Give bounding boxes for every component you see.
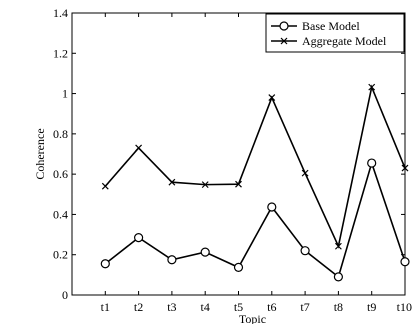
data-point	[333, 272, 343, 282]
x-tick-label: t9	[367, 300, 376, 314]
data-point	[233, 262, 244, 273]
data-point	[368, 83, 376, 91]
x-tick-label: t2	[134, 300, 143, 314]
data-point	[201, 181, 209, 189]
legend-marker	[280, 37, 288, 45]
y-tick-label: 0.4	[53, 207, 68, 221]
x-tick-label: t4	[201, 300, 210, 314]
x-axis-label: Topic	[239, 312, 266, 324]
plot-area	[71, 12, 406, 296]
y-tick-label: 1.4	[53, 6, 68, 20]
series-base-model	[100, 158, 410, 282]
legend-marker	[279, 21, 289, 31]
data-point	[334, 242, 342, 250]
data-point	[134, 232, 144, 243]
data-point	[135, 144, 143, 152]
y-axis-label: Coherence	[33, 128, 47, 179]
data-point	[267, 202, 277, 212]
x-tick-label: t5	[234, 300, 243, 314]
x-tick-label: t6	[267, 300, 276, 314]
data-point	[168, 178, 176, 186]
legend-entry: Base Model	[271, 19, 360, 33]
data-point	[200, 247, 210, 257]
legend-entry: Aggregate Model	[271, 34, 387, 48]
x-tick-label: t1	[101, 300, 110, 314]
data-point	[367, 158, 377, 168]
y-tick-label: 0	[62, 288, 68, 302]
legend-label: Aggregate Model	[302, 34, 387, 48]
data-point	[235, 180, 242, 188]
x-axis-ticks: t1 t2 t3 t4 t5 t6 t7 t8 t9 t10	[101, 13, 412, 314]
x-tick-label: t10	[397, 300, 412, 314]
data-point	[401, 164, 409, 172]
x-tick-label: t3	[167, 300, 176, 314]
y-tick-label: 0.2	[53, 248, 68, 262]
y-axis-ticks: 0 0.2 0.4 0.6 0.8 1 1.2 1.4	[53, 6, 405, 302]
data-point	[301, 169, 309, 177]
series-aggregate-model	[101, 83, 409, 250]
data-point	[400, 257, 410, 267]
series-line	[104, 160, 406, 279]
data-point	[101, 182, 109, 190]
data-point	[167, 255, 177, 265]
series-layer	[100, 83, 410, 282]
data-point	[100, 259, 110, 269]
y-tick-label: 0.8	[53, 127, 68, 141]
data-point	[268, 94, 276, 102]
x-tick-label: t8	[334, 300, 343, 314]
y-tick-label: 1	[62, 87, 68, 101]
legend-label: Base Model	[302, 19, 360, 33]
y-tick-label: 0.6	[53, 167, 68, 181]
legend-box	[265, 13, 405, 53]
x-tick-label: t7	[300, 300, 309, 314]
series-line	[104, 84, 406, 249]
y-tick-label: 1.2	[53, 46, 68, 60]
data-point	[300, 246, 310, 256]
